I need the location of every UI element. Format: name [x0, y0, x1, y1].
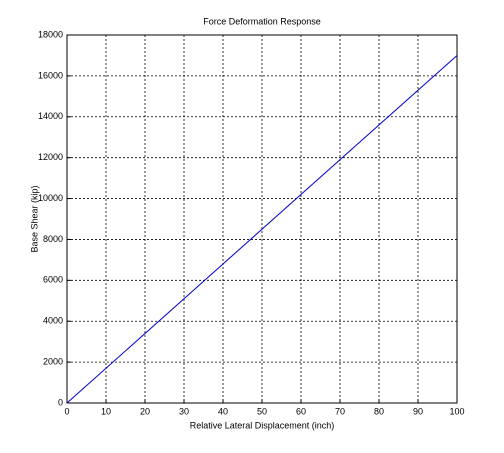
y-axis-label: Base Shear (kip) — [29, 185, 39, 252]
x-axis-label: Relative Lateral Displacement (inch) — [190, 420, 335, 430]
x-tick-label: 60 — [296, 406, 306, 416]
x-tick-label: 100 — [449, 406, 464, 416]
y-tick-label: 0 — [58, 397, 63, 407]
y-tick-label: 16000 — [38, 70, 63, 80]
y-tick-label: 14000 — [38, 111, 63, 121]
x-tick-label: 20 — [140, 406, 150, 416]
x-tick-label: 40 — [218, 406, 228, 416]
plot-frame — [66, 34, 458, 404]
y-tick-label: 8000 — [43, 234, 63, 244]
x-tick-label: 80 — [374, 406, 384, 416]
data-line — [66, 55, 458, 404]
x-tick-label: 0 — [64, 406, 69, 416]
y-tick-label: 10000 — [38, 193, 63, 203]
y-tick-label: 6000 — [43, 275, 63, 285]
x-tick-label: 10 — [101, 406, 111, 416]
y-tick-label: 18000 — [38, 29, 63, 39]
x-tick-label: 30 — [179, 406, 189, 416]
y-tick-label: 12000 — [38, 152, 63, 162]
y-tick-label: 4000 — [43, 316, 63, 326]
x-tick-label: 90 — [413, 406, 423, 416]
chart-title: Force Deformation Response — [203, 16, 321, 26]
y-tick-label: 2000 — [43, 356, 63, 366]
x-tick-label: 50 — [257, 406, 267, 416]
x-tick-label: 70 — [335, 406, 345, 416]
